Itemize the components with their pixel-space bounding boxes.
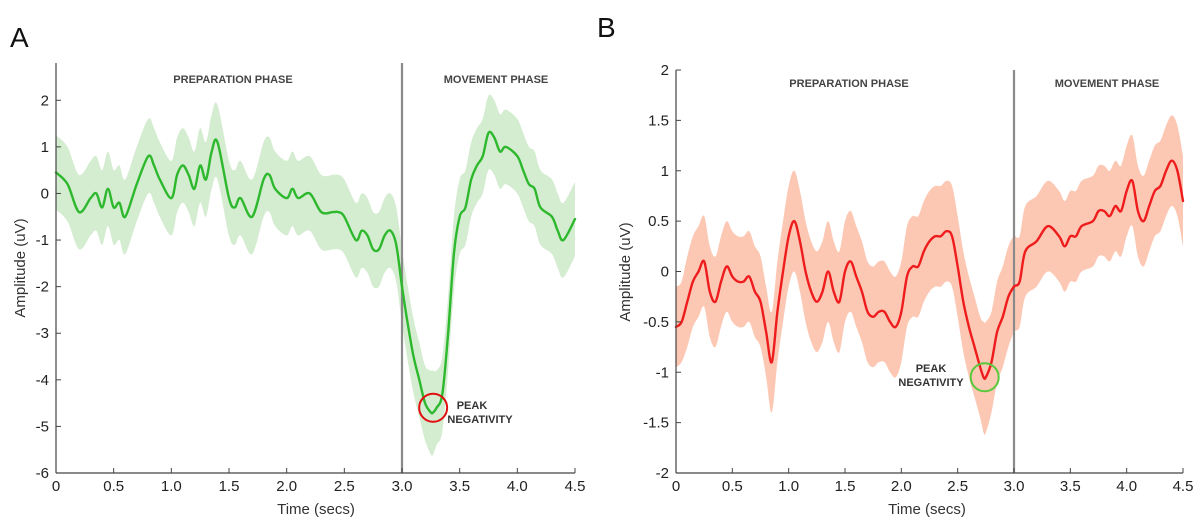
panel-a-x-tick-label: 2.5 — [334, 478, 355, 495]
panel-a-x-tick-label: 2.0 — [276, 478, 297, 495]
panel-a-x-axis-label: Time (secs) — [277, 501, 355, 518]
panel-b-x-tick-label: 0.5 — [722, 478, 743, 495]
panel-b-y-tick-label: -1.5 — [643, 415, 669, 432]
panel-b-x-tick-label: 0 — [672, 478, 680, 495]
panel-b-confidence-band-group — [676, 115, 1183, 435]
panel-a-y-tick-label: -5 — [36, 418, 49, 435]
panel-b-x-axis-label: Time (secs) — [888, 501, 966, 518]
panel-b-y-tick-label: -1 — [656, 364, 669, 381]
panel-a-y-axis-label: Amplitude (uV) — [12, 218, 29, 317]
panel-a-confidence-band — [56, 94, 575, 456]
panel-a-axes — [55, 63, 575, 474]
panel-b-y-tick-label: 1.5 — [648, 112, 669, 129]
panel-b-x-tick-label: 4.5 — [1173, 478, 1194, 495]
panel-b-preparation-phase-label: PREPARATION PHASE — [789, 78, 908, 90]
panel-b-y-axis-label: Amplitude (uV) — [617, 222, 634, 321]
panel-a-peak-marker-group — [418, 392, 449, 423]
panel-a-ticks: 0 0.5 1.0 1.5 2.0 2.5 3.0 3.5 4.0 4.5 -6 -5 -4 -3 -2 -1… — [36, 92, 586, 495]
panel-a-y-tick-label: -6 — [36, 465, 49, 482]
panel-a-annotation-line-1: PEAK — [457, 400, 488, 412]
panel-b: B 0 0.5 1.0 1.5 2.0 2.5 3.0 3.5 4.0 4.5 -2 -1.5 -1 -0… — [597, 12, 1193, 518]
panel-b-y-tick-label: 2 — [661, 62, 669, 79]
panel-b-peak-negativity-marker — [969, 362, 1000, 393]
panel-a-y-tick-label: -4 — [36, 372, 49, 389]
panel-a-label: A — [10, 22, 29, 53]
panel-b-y-tick-label: 0.5 — [648, 213, 669, 230]
panel-a-movement-phase-label: MOVEMENT PHASE — [444, 74, 549, 86]
panel-a-series-group — [54, 130, 577, 415]
panel-b-label: B — [597, 12, 616, 43]
panel-a-x-tick-label: 0 — [52, 478, 60, 495]
panel-a-x-tick-label: 4.5 — [565, 478, 586, 495]
panel-a-y-tick-label: 0 — [41, 185, 49, 202]
panel-b-x-tick-label: 1.5 — [835, 478, 856, 495]
panel-a-y-tick-label: 2 — [41, 92, 49, 109]
panel-a-x-tick-label: 3.0 — [392, 478, 413, 495]
panel-a-preparation-phase-label: PREPARATION PHASE — [173, 74, 292, 86]
panel-b-x-tick-label: 4.0 — [1116, 478, 1137, 495]
panel-a-confidence-band-group — [56, 94, 575, 456]
panel-b-y-tick-label: 0 — [661, 264, 669, 281]
panel-a: A 0 0.5 1.0 1.5 2.0 2.5 3.0 3.5 4.0 4.5 -6 -5 -4 -3 -2… — [10, 22, 585, 518]
panel-a-x-tick-label: 4.0 — [507, 478, 528, 495]
panel-a-y-tick-label: -2 — [36, 279, 49, 296]
panel-a-annotation-line-2: NEGATIVITY — [447, 414, 513, 426]
panel-b-annotation-line-2: NEGATIVITY — [898, 377, 964, 389]
panel-b-x-tick-label: 2.5 — [947, 478, 968, 495]
panel-b-x-tick-label: 1.0 — [778, 478, 799, 495]
panel-b-x-tick-label: 3.0 — [1004, 478, 1025, 495]
panel-a-mean-line — [54, 130, 577, 415]
panel-a-y-tick-label: -1 — [36, 232, 49, 249]
panel-a-y-tick-label: 1 — [41, 139, 49, 156]
panel-b-mean-line — [674, 159, 1185, 381]
panel-a-y-tick-label: -3 — [36, 325, 49, 342]
panel-a-x-tick-label: 3.5 — [449, 478, 470, 495]
panel-b-y-tick-label: -0.5 — [643, 314, 669, 331]
panel-b-x-tick-label: 3.5 — [1060, 478, 1081, 495]
panel-b-y-tick-label: 1 — [661, 163, 669, 180]
panel-b-peak-marker-group — [969, 362, 1000, 393]
panel-b-y-tick-label: -2 — [656, 465, 669, 482]
panel-b-movement-phase-label: MOVEMENT PHASE — [1055, 78, 1160, 90]
panel-a-x-tick-label: 1.0 — [161, 478, 182, 495]
panel-a-x-tick-label: 0.5 — [103, 478, 124, 495]
panel-b-annotation-line-1: PEAK — [916, 363, 947, 375]
panel-a-x-tick-label: 1.5 — [219, 478, 240, 495]
panel-b-series-group — [674, 159, 1185, 381]
panel-b-confidence-band — [676, 115, 1183, 435]
panel-b-ticks: 0 0.5 1.0 1.5 2.0 2.5 3.0 3.5 4.0 4.5 -2 -1.5 -1 -0.5… — [643, 62, 1193, 495]
panel-b-x-tick-label: 2.0 — [891, 478, 912, 495]
panel-a-peak-negativity-marker — [418, 392, 449, 423]
